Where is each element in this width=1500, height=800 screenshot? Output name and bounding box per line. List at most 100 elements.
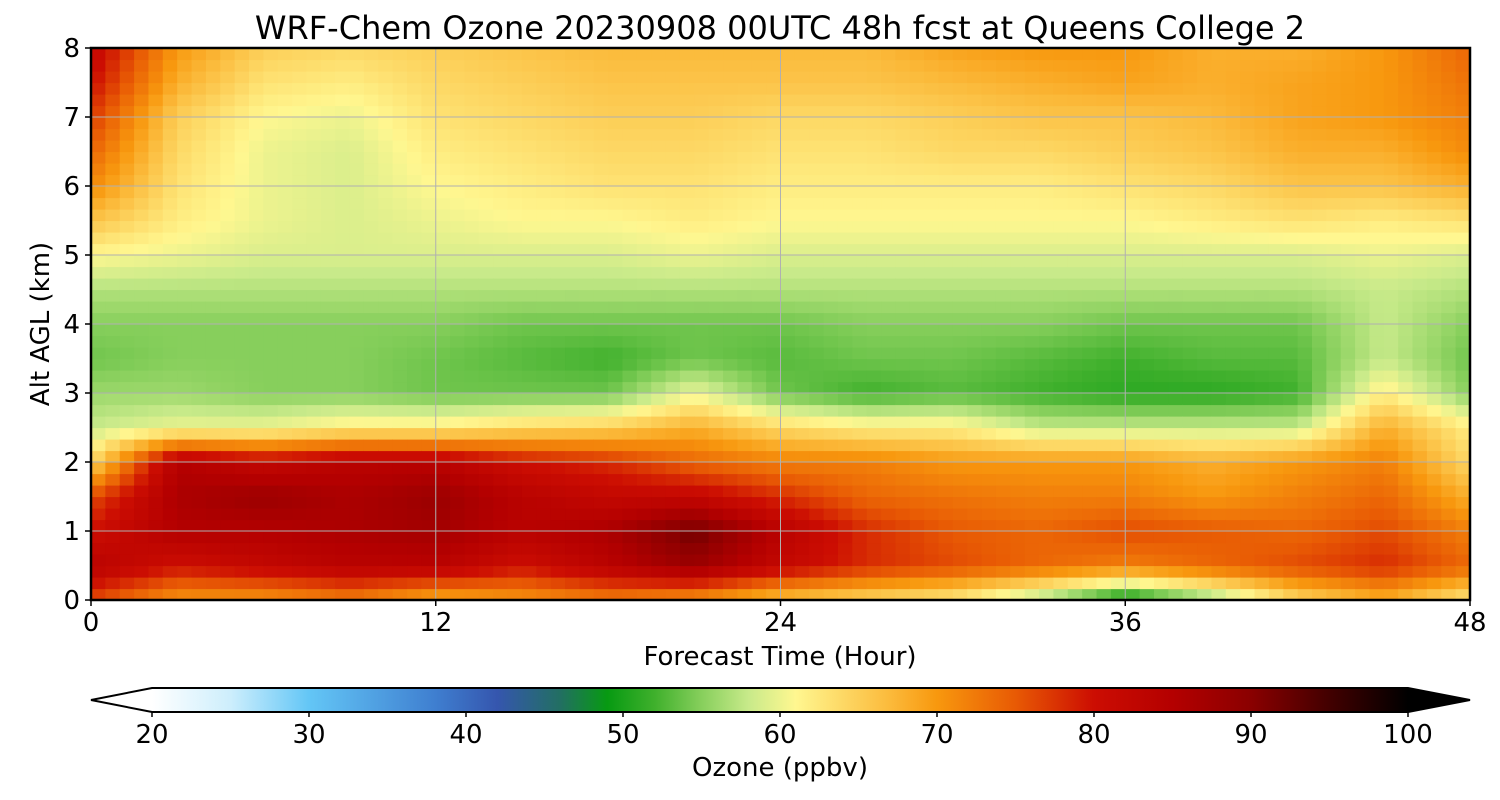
heatmap-cell (967, 255, 983, 268)
heatmap-cell (536, 94, 552, 107)
heatmap-cell (1283, 485, 1299, 498)
colorbar-tick-label: 60 (763, 720, 796, 750)
heatmap-cell (1039, 450, 1055, 463)
heatmap-cell (1441, 163, 1457, 176)
heatmap-cell (1225, 278, 1241, 291)
heatmap-cell (177, 473, 193, 486)
heatmap-cell (938, 450, 954, 463)
heatmap-cell (205, 439, 221, 452)
heatmap-cell (392, 163, 408, 176)
heatmap-cell (938, 427, 954, 440)
heatmap-cell (981, 519, 997, 532)
heatmap-cell (349, 416, 365, 429)
heatmap-cell (349, 163, 365, 176)
heatmap-cell (1125, 151, 1141, 164)
heatmap-cell (1369, 393, 1385, 406)
heatmap-cell (1197, 232, 1213, 245)
heatmap-cell (378, 266, 394, 279)
heatmap-cell (363, 358, 379, 371)
heatmap-cell (134, 232, 150, 245)
heatmap-cell (1139, 347, 1155, 360)
heatmap-cell (1096, 381, 1112, 394)
heatmap-cell (981, 186, 997, 199)
heatmap-cell (636, 462, 652, 475)
heatmap-cell (177, 59, 193, 72)
heatmap-cell (938, 266, 954, 279)
heatmap-cell (162, 324, 178, 337)
heatmap-cell (651, 427, 667, 440)
heatmap-cell (794, 370, 810, 383)
heatmap-cell (593, 347, 609, 360)
heatmap-cell (478, 59, 494, 72)
heatmap-cell (952, 301, 968, 314)
heatmap-cell (205, 347, 221, 360)
heatmap-cell (536, 542, 552, 555)
heatmap-cell (292, 519, 308, 532)
heatmap-cell (306, 508, 322, 521)
heatmap-cell (1455, 542, 1471, 555)
heatmap-cell (1211, 301, 1227, 314)
heatmap-cell (995, 519, 1011, 532)
heatmap-cell (1297, 439, 1313, 452)
heatmap-cell (1211, 174, 1227, 187)
heatmap-cell (823, 140, 839, 153)
heatmap-cell (392, 554, 408, 567)
heatmap-cell (1326, 485, 1342, 498)
heatmap-cell (694, 209, 710, 222)
heatmap-cell (1268, 358, 1284, 371)
heatmap-cell (1010, 508, 1026, 521)
heatmap-cell (493, 485, 509, 498)
heatmap-cell (306, 381, 322, 394)
heatmap-cell (1355, 485, 1371, 498)
heatmap-cell (952, 347, 968, 360)
heatmap-cell (1326, 347, 1342, 360)
heatmap-cell (464, 427, 480, 440)
heatmap-cell (1355, 335, 1371, 348)
heatmap-cell (1455, 117, 1471, 130)
heatmap-cell (464, 128, 480, 141)
heatmap-cell (493, 94, 509, 107)
heatmap-cell (363, 140, 379, 153)
heatmap-cell (1010, 197, 1026, 210)
heatmap-cell (1096, 232, 1112, 245)
heatmap-cell (952, 473, 968, 486)
heatmap-cell (794, 220, 810, 233)
heatmap-cell (938, 140, 954, 153)
heatmap-cell (794, 105, 810, 118)
heatmap-cell (1182, 209, 1198, 222)
heatmap-cell (1010, 577, 1026, 590)
heatmap-cell (852, 289, 868, 302)
heatmap-cell (679, 542, 695, 555)
heatmap-cell (1125, 117, 1141, 130)
heatmap-cell (751, 59, 767, 72)
heatmap-cell (1225, 82, 1241, 95)
heatmap-cell (766, 174, 782, 187)
heatmap-cell (378, 473, 394, 486)
heatmap-cell (1039, 508, 1055, 521)
heatmap-cell (952, 508, 968, 521)
heatmap-cell (205, 393, 221, 406)
heatmap-cell (191, 324, 207, 337)
heatmap-cell (191, 94, 207, 107)
heatmap-cell (1326, 243, 1342, 256)
heatmap-cell (679, 255, 695, 268)
heatmap-cell (1369, 370, 1385, 383)
heatmap-cell (981, 312, 997, 325)
heatmap-cell (909, 473, 925, 486)
heatmap-cell (392, 255, 408, 268)
heatmap-cell (536, 105, 552, 118)
heatmap-cell (277, 94, 293, 107)
heatmap-cell (1355, 347, 1371, 360)
heatmap-cell (737, 462, 753, 475)
heatmap-cell (780, 82, 796, 95)
heatmap-cell (952, 542, 968, 555)
heatmap-cell (737, 71, 753, 84)
heatmap-cell (1024, 163, 1040, 176)
heatmap-cell (421, 335, 437, 348)
heatmap-cell (1096, 462, 1112, 475)
heatmap-cell (349, 117, 365, 130)
heatmap-cell (608, 542, 624, 555)
heatmap-cell (1082, 358, 1098, 371)
heatmap-cell (1125, 105, 1141, 118)
heatmap-cell (134, 427, 150, 440)
